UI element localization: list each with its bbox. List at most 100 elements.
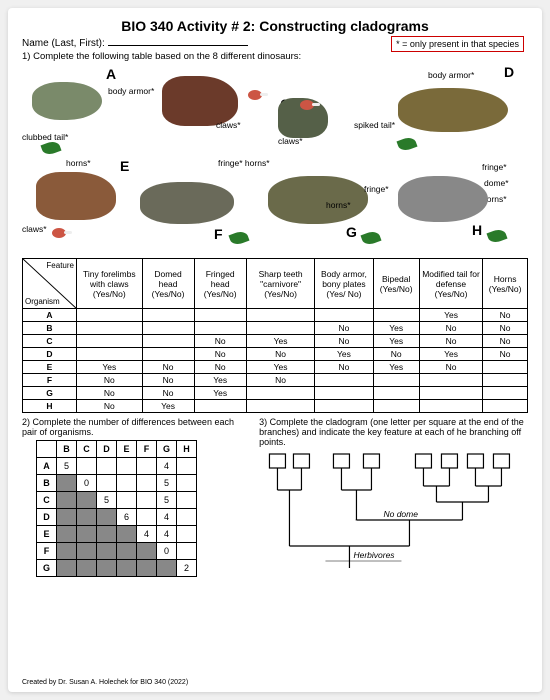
feature-cell[interactable] — [315, 400, 373, 413]
feature-cell[interactable]: No — [142, 387, 194, 400]
diff-cell[interactable] — [77, 492, 97, 509]
diff-cell[interactable] — [157, 560, 177, 577]
diff-cell[interactable]: 6 — [117, 509, 137, 526]
diff-cell[interactable] — [57, 475, 77, 492]
name-blank[interactable] — [108, 45, 248, 46]
feature-cell[interactable] — [315, 374, 373, 387]
feature-cell[interactable]: No — [194, 348, 246, 361]
diff-cell[interactable] — [57, 560, 77, 577]
feature-cell[interactable] — [419, 374, 482, 387]
diff-cell[interactable] — [97, 475, 117, 492]
diff-cell[interactable] — [177, 458, 197, 475]
feature-cell[interactable]: No — [373, 348, 419, 361]
feature-cell[interactable] — [142, 335, 194, 348]
feature-cell[interactable] — [77, 322, 143, 335]
diff-cell[interactable]: 0 — [77, 475, 97, 492]
feature-cell[interactable]: Yes — [373, 335, 419, 348]
feature-cell[interactable]: No — [246, 348, 315, 361]
diff-cell[interactable] — [117, 543, 137, 560]
diff-cell[interactable]: 4 — [137, 526, 157, 543]
feature-cell[interactable] — [142, 309, 194, 322]
feature-cell[interactable]: Yes — [77, 361, 143, 374]
feature-cell[interactable] — [246, 322, 315, 335]
diff-cell[interactable]: 4 — [157, 509, 177, 526]
feature-cell[interactable]: No — [419, 322, 482, 335]
diff-cell[interactable] — [177, 543, 197, 560]
diff-cell[interactable] — [97, 509, 117, 526]
diff-cell[interactable] — [137, 560, 157, 577]
feature-cell[interactable]: No — [77, 387, 143, 400]
feature-cell[interactable] — [77, 309, 143, 322]
feature-cell[interactable]: No — [194, 361, 246, 374]
diff-cell[interactable] — [177, 509, 197, 526]
diff-cell[interactable] — [177, 492, 197, 509]
feature-cell[interactable]: No — [483, 335, 528, 348]
diff-cell[interactable]: 5 — [157, 475, 177, 492]
diff-cell[interactable] — [177, 526, 197, 543]
feature-cell[interactable] — [194, 400, 246, 413]
diff-cell[interactable] — [77, 509, 97, 526]
feature-cell[interactable] — [246, 387, 315, 400]
diff-cell[interactable] — [77, 560, 97, 577]
feature-cell[interactable]: No — [419, 361, 482, 374]
feature-cell[interactable] — [194, 309, 246, 322]
diff-cell[interactable] — [77, 543, 97, 560]
diff-cell[interactable]: 4 — [157, 526, 177, 543]
feature-cell[interactable] — [483, 400, 528, 413]
feature-cell[interactable]: No — [483, 348, 528, 361]
diff-cell[interactable]: 0 — [157, 543, 177, 560]
feature-cell[interactable]: Yes — [373, 361, 419, 374]
feature-cell[interactable] — [419, 400, 482, 413]
diff-cell[interactable] — [117, 475, 137, 492]
feature-cell[interactable] — [373, 309, 419, 322]
feature-cell[interactable]: Yes — [246, 361, 315, 374]
feature-cell[interactable] — [246, 309, 315, 322]
feature-cell[interactable]: No — [315, 322, 373, 335]
feature-cell[interactable]: Yes — [194, 387, 246, 400]
diff-cell[interactable] — [117, 492, 137, 509]
diff-cell[interactable]: 5 — [157, 492, 177, 509]
feature-cell[interactable] — [77, 348, 143, 361]
feature-cell[interactable]: Yes — [419, 309, 482, 322]
diff-cell[interactable]: 5 — [97, 492, 117, 509]
diff-cell[interactable] — [137, 509, 157, 526]
feature-cell[interactable] — [142, 348, 194, 361]
diff-cell[interactable] — [117, 458, 137, 475]
diff-cell[interactable] — [137, 492, 157, 509]
diff-cell[interactable] — [117, 560, 137, 577]
feature-cell[interactable]: No — [315, 361, 373, 374]
feature-cell[interactable] — [77, 335, 143, 348]
diff-cell[interactable] — [97, 543, 117, 560]
diff-cell[interactable]: 5 — [57, 458, 77, 475]
feature-cell[interactable]: No — [142, 361, 194, 374]
diff-cell[interactable] — [137, 475, 157, 492]
feature-cell[interactable]: No — [194, 335, 246, 348]
diff-cell[interactable] — [97, 560, 117, 577]
diff-cell[interactable]: 4 — [157, 458, 177, 475]
feature-cell[interactable]: No — [77, 400, 143, 413]
diff-cell[interactable] — [57, 509, 77, 526]
feature-cell[interactable]: No — [419, 335, 482, 348]
feature-cell[interactable] — [483, 361, 528, 374]
feature-cell[interactable]: No — [77, 374, 143, 387]
feature-cell[interactable] — [194, 322, 246, 335]
feature-cell[interactable]: Yes — [373, 322, 419, 335]
feature-cell[interactable] — [315, 309, 373, 322]
diff-cell[interactable] — [177, 475, 197, 492]
feature-cell[interactable]: Yes — [419, 348, 482, 361]
diff-cell[interactable] — [57, 492, 77, 509]
diff-cell[interactable] — [57, 543, 77, 560]
feature-cell[interactable]: No — [246, 374, 315, 387]
feature-cell[interactable]: Yes — [194, 374, 246, 387]
feature-cell[interactable] — [373, 400, 419, 413]
feature-cell[interactable] — [483, 374, 528, 387]
feature-cell[interactable]: Yes — [142, 400, 194, 413]
feature-cell[interactable]: Yes — [246, 335, 315, 348]
diff-cell[interactable] — [57, 526, 77, 543]
diff-cell[interactable] — [137, 543, 157, 560]
diff-cell[interactable] — [137, 458, 157, 475]
feature-cell[interactable] — [373, 374, 419, 387]
diff-cell[interactable] — [97, 458, 117, 475]
feature-cell[interactable] — [315, 387, 373, 400]
feature-cell[interactable]: No — [483, 322, 528, 335]
